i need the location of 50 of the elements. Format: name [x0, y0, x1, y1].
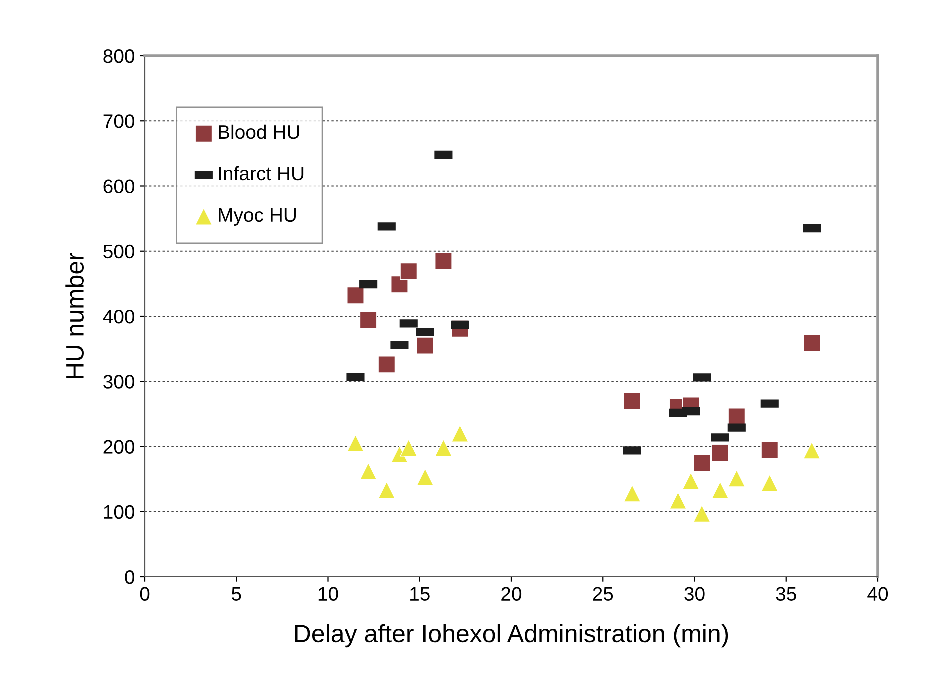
point	[416, 337, 434, 354]
legend-label: Blood HU	[219, 124, 300, 140]
point	[761, 474, 779, 492]
x-tick-label: 0	[140, 587, 150, 602]
y-tick-label: 100	[104, 505, 135, 520]
point	[400, 439, 418, 457]
point	[378, 356, 396, 374]
point	[670, 492, 687, 510]
legend-label: Infarct HU	[219, 166, 304, 181]
y-tick-label: 400	[103, 310, 135, 324]
point	[347, 434, 364, 452]
point	[360, 312, 378, 330]
point	[378, 482, 396, 500]
y-tick-label: 800	[104, 49, 135, 64]
y-tick-label: 300	[104, 375, 135, 389]
x-axis-title: Delay after Iohexol Administration (min)	[295, 624, 728, 648]
x-tick-label: 15	[410, 587, 430, 602]
x-tick-label: 35	[776, 587, 796, 602]
point	[624, 392, 642, 410]
x-tick-label: 30	[684, 587, 705, 602]
y-tick-label: 600	[104, 180, 135, 194]
x-tick-label: 5	[232, 587, 242, 602]
point	[712, 444, 730, 462]
point	[728, 408, 746, 426]
y-tick-label: 700	[104, 114, 135, 128]
point	[693, 454, 711, 472]
x-tick-label: 25	[593, 587, 614, 602]
x-tick-label: 40	[868, 587, 888, 602]
x-tick-label: 10	[318, 587, 338, 602]
y-axis-title: HU number	[66, 253, 84, 378]
point	[347, 286, 364, 304]
point	[803, 442, 821, 460]
point	[803, 334, 821, 352]
point	[435, 252, 452, 270]
y-tick-label: 500	[104, 244, 135, 259]
point	[435, 439, 452, 457]
point	[452, 425, 469, 442]
point	[712, 482, 730, 500]
point	[400, 262, 418, 280]
point	[693, 505, 711, 523]
point	[624, 484, 642, 502]
point	[761, 441, 779, 459]
point	[360, 462, 378, 480]
y-tick-label: 0	[125, 570, 135, 584]
point	[416, 468, 434, 486]
y-tick-label: 200	[104, 440, 135, 454]
x-tick-label: 20	[502, 587, 522, 602]
point	[728, 470, 746, 488]
point	[682, 472, 700, 490]
legend-label: Myoc HU	[219, 208, 296, 226]
